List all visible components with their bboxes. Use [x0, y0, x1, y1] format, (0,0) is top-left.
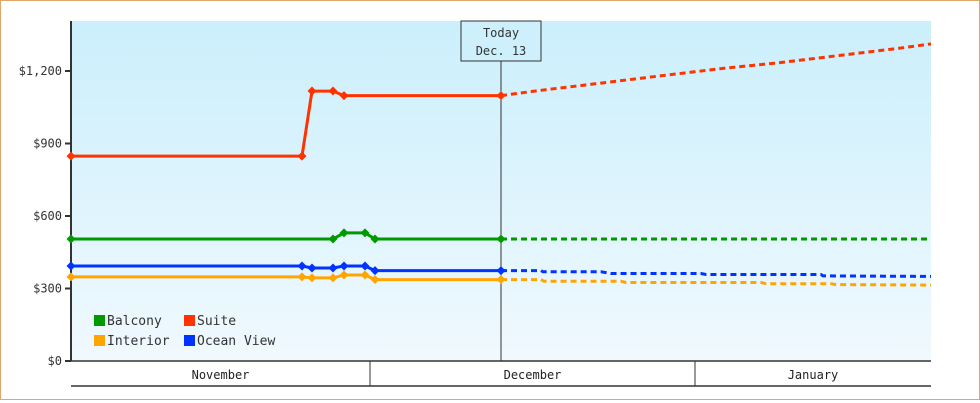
data-point-balcony — [339, 228, 349, 238]
y-axis: $0 $300 $600 $900 $1,200 — [19, 21, 72, 368]
series-ocean-view-projection — [501, 269, 932, 278]
data-point-interior — [328, 273, 338, 283]
data-point-ocean-view — [66, 261, 76, 271]
legend-swatch-balcony — [94, 315, 105, 326]
data-point-interior — [370, 275, 380, 285]
data-point-balcony — [360, 228, 370, 238]
data-point-suite — [339, 91, 349, 101]
series-suite-line — [71, 89, 501, 158]
data-point-ocean-view — [307, 263, 317, 273]
month-label: November — [192, 368, 250, 382]
legend-swatch-suite — [184, 315, 195, 326]
legend-swatch-ocean-view — [184, 335, 195, 346]
month-label: December — [504, 368, 562, 382]
series-balcony-line — [71, 231, 501, 241]
month-label: January — [788, 368, 839, 382]
today-label: Today — [483, 26, 519, 40]
data-point-suite — [66, 151, 76, 161]
y-tick-label: $0 — [48, 354, 62, 368]
legend-label: Interior — [107, 334, 170, 349]
data-point-interior — [339, 270, 349, 280]
data-point-suite — [297, 151, 307, 161]
series-interior-projection — [501, 278, 932, 287]
today-box — [460, 20, 542, 62]
today-date: Dec. 13 — [476, 44, 527, 58]
data-point-ocean-view — [328, 263, 338, 273]
x-axis: November December January — [71, 360, 931, 387]
data-point-suite — [496, 91, 506, 101]
legend-label: Suite — [197, 314, 236, 329]
data-point-ocean-view — [496, 266, 506, 276]
legend: Balcony Suite Interior Ocean View — [94, 314, 275, 349]
data-point-ocean-view — [360, 261, 370, 271]
legend-swatch-interior — [94, 335, 105, 346]
data-point-balcony — [370, 234, 380, 244]
legend-label: Ocean View — [197, 334, 275, 349]
series-suite-projection — [500, 42, 932, 98]
data-point-interior — [496, 275, 506, 285]
data-point-balcony — [328, 234, 338, 244]
y-tick-label: $300 — [33, 282, 62, 296]
data-point-balcony — [66, 234, 76, 244]
data-point-ocean-view — [370, 266, 380, 276]
data-point-ocean-view — [297, 261, 307, 271]
data-point-ocean-view — [339, 261, 349, 271]
data-point-interior — [360, 270, 370, 280]
data-point-interior — [66, 272, 76, 282]
data-point-suite — [307, 86, 317, 96]
y-tick-label: $900 — [33, 137, 62, 151]
legend-label: Balcony — [107, 314, 162, 329]
data-point-interior — [307, 273, 317, 283]
data-point-balcony — [496, 234, 506, 244]
y-tick-label: $1,200 — [19, 64, 62, 78]
data-point-interior — [297, 272, 307, 282]
today-marker: Today Dec. 13 — [460, 20, 542, 361]
data-point-suite — [328, 86, 338, 96]
y-tick-label: $600 — [33, 209, 62, 223]
series-lines — [66, 42, 932, 287]
